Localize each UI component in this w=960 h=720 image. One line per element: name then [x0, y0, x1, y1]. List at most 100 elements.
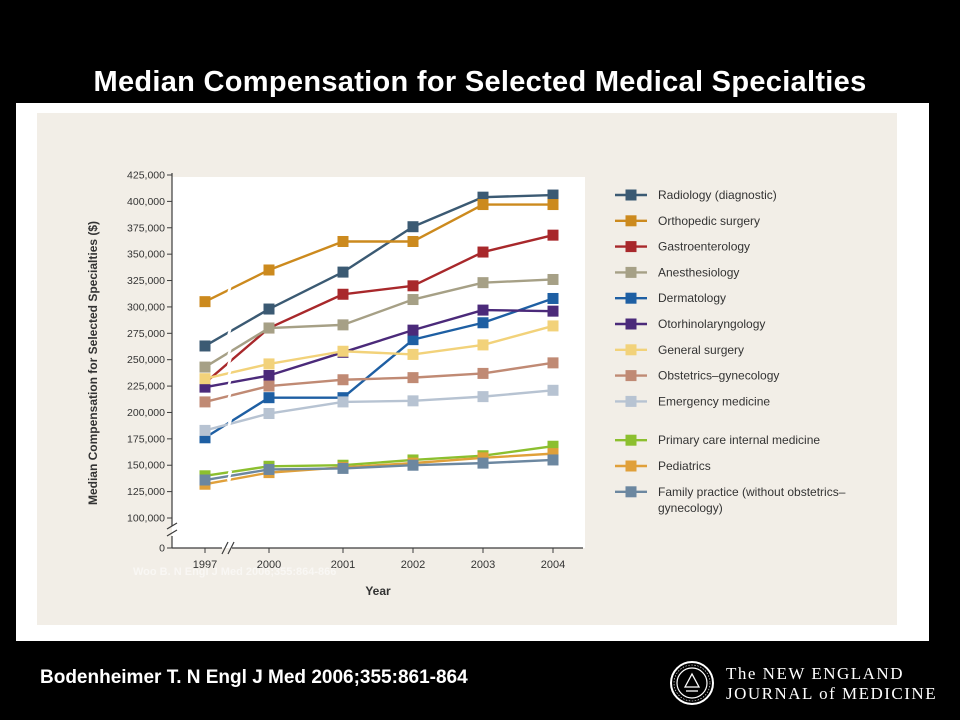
- data-point: [337, 319, 349, 331]
- series-group: [199, 454, 559, 486]
- chart-frame: 0 100,000 125,000 150,000 175,000 200,000 225,…: [37, 113, 897, 625]
- data-point: [263, 370, 275, 382]
- data-point: [547, 229, 559, 241]
- series-group: [199, 199, 559, 308]
- data-point: [477, 191, 489, 203]
- legend-label: Dermatology: [658, 291, 726, 305]
- legend-marker: [625, 318, 637, 330]
- data-point: [337, 374, 349, 386]
- data-point: [263, 380, 275, 392]
- legend-marker: [625, 189, 637, 201]
- legend-marker: [625, 370, 637, 382]
- data-point: [263, 303, 275, 315]
- legend-marker: [625, 292, 637, 304]
- series-line: [204, 452, 554, 486]
- series-break-mark: [226, 470, 233, 482]
- data-point: [547, 357, 559, 369]
- x-axis-title: Year: [365, 584, 391, 598]
- y-tick-label: 175,000: [127, 433, 165, 445]
- series-break-mark: [226, 377, 233, 388]
- legend-marker: [625, 486, 637, 498]
- logo-line-2: JOURNAL of MEDICINE: [726, 684, 938, 703]
- data-point: [263, 358, 275, 370]
- legend-entry: Dermatology: [615, 291, 726, 305]
- legend-marker: [625, 434, 637, 446]
- data-point: [199, 340, 211, 352]
- series-line: [204, 445, 554, 477]
- series-line: [204, 324, 554, 380]
- series-break-mark: [226, 356, 233, 367]
- y-axis-title: Median Compensation for Selected Special…: [86, 221, 100, 505]
- x-tick-label: 1997: [193, 559, 217, 571]
- y-tick-label: 350,000: [127, 249, 165, 261]
- data-point: [263, 392, 275, 404]
- data-point: [263, 463, 275, 475]
- data-point: [199, 361, 211, 373]
- y-tick-label: 125,000: [127, 486, 165, 498]
- y-axis-break-mark: [166, 522, 178, 530]
- data-point: [477, 367, 489, 379]
- data-point: [407, 348, 419, 360]
- legend-label: Otorhinolaryngology: [658, 317, 765, 331]
- data-point: [199, 296, 211, 308]
- legend-label: General surgery: [658, 343, 744, 357]
- data-point: [477, 457, 489, 469]
- series-group: [199, 357, 559, 408]
- data-point: [407, 280, 419, 292]
- data-point: [199, 381, 211, 393]
- series-break-mark: [226, 418, 233, 430]
- series-break-mark: [226, 346, 233, 358]
- data-point: [199, 432, 211, 444]
- data-point: [407, 221, 419, 233]
- legend-label: Pediatrics: [658, 459, 711, 473]
- legend-entry: Family practice (without obstetrics– gyne…: [615, 485, 846, 515]
- nejm-logo: The NEW ENGLAND JOURNAL of MEDICINE: [726, 664, 937, 704]
- legend-entry: Radiology (diagnostic): [615, 188, 777, 202]
- legend-label: Radiology (diagnostic): [658, 188, 777, 202]
- data-point: [477, 317, 489, 329]
- data-point: [337, 288, 349, 300]
- y-tick-label: 300,000: [127, 301, 165, 313]
- y-tick-label: 425,000: [127, 170, 165, 182]
- legend-entry: Orthopedic surgery: [615, 214, 760, 228]
- legend-entry: Emergency medicine: [615, 394, 770, 408]
- watermark-text: Woo B. N Engl J Med 2006;355:864-866: [133, 566, 336, 578]
- data-point: [547, 448, 559, 460]
- series-line: [204, 278, 554, 369]
- legend-label: Emergency medicine: [658, 394, 770, 408]
- legend-marker: [625, 460, 637, 472]
- citation: Bodenheimer T. N Engl J Med 2006;355:861…: [40, 667, 468, 688]
- data-point: [199, 474, 211, 486]
- x-tick-label: 2004: [541, 559, 565, 571]
- y-tick-label: 325,000: [127, 275, 165, 287]
- data-point: [477, 391, 489, 403]
- x-axis-break-mark: [221, 541, 229, 555]
- series-break-mark: [226, 283, 233, 295]
- y-tick-label: 375,000: [127, 222, 165, 234]
- x-tick-label: 2000: [257, 559, 281, 571]
- legend-entry: Obstetrics–gynecology: [615, 369, 779, 383]
- data-point: [547, 199, 559, 211]
- data-point: [547, 320, 559, 332]
- x-tick-label: 2001: [331, 559, 355, 571]
- legend-label: Obstetrics–gynecology: [658, 369, 779, 383]
- y-tick-label: 100,000: [127, 513, 165, 525]
- data-point: [407, 459, 419, 471]
- y-tick-label: 200,000: [127, 407, 165, 419]
- series-group: [199, 189, 559, 352]
- series-line: [204, 308, 554, 389]
- y-tick-label: 250,000: [127, 354, 165, 366]
- legend-entry: Gastroenterology: [615, 240, 750, 254]
- series-line: [204, 203, 553, 303]
- legend-marker: [625, 395, 637, 407]
- logo-line-1: The NEW ENGLAND: [726, 664, 904, 683]
- data-point: [337, 235, 349, 247]
- legend-marker: [625, 215, 637, 227]
- data-point: [337, 396, 349, 408]
- data-point: [199, 396, 211, 408]
- y-tick-label: 275,000: [127, 328, 165, 340]
- legend-entry: Otorhinolaryngology: [615, 317, 765, 331]
- legend-label: Orthopedic surgery: [658, 214, 760, 228]
- data-point: [477, 304, 489, 316]
- series-break-mark: [226, 390, 233, 402]
